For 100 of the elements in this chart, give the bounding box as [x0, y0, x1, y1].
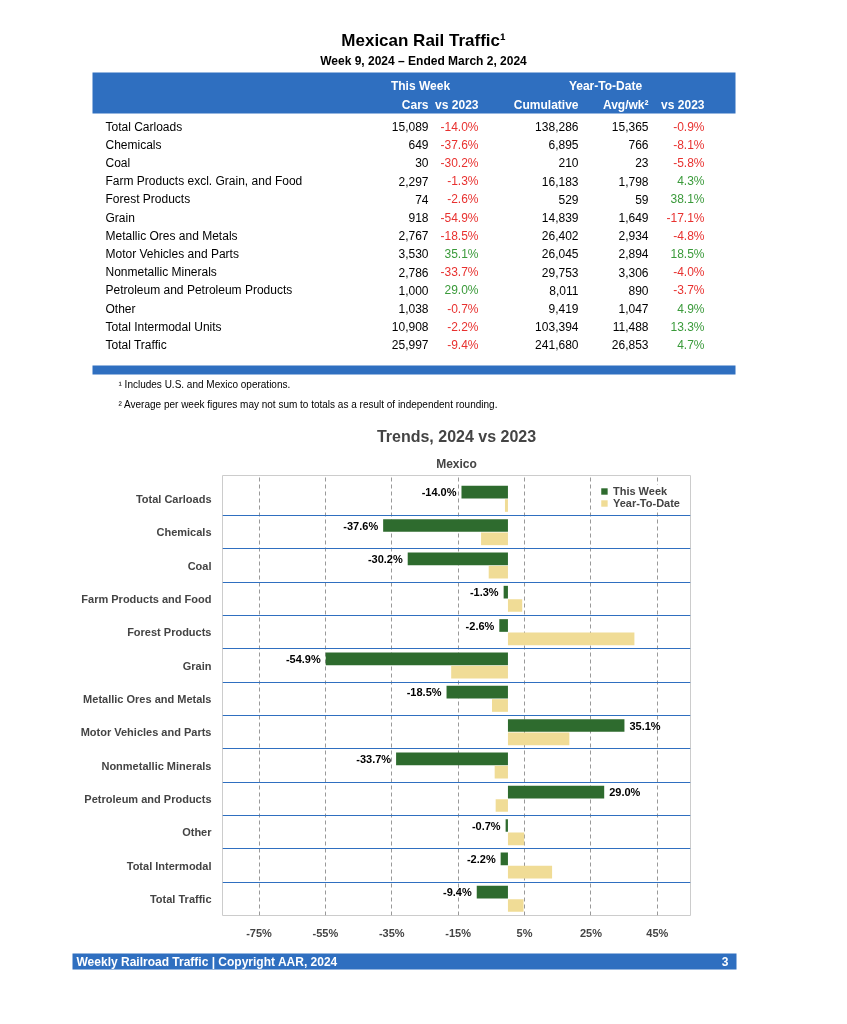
category-label: Coal	[105, 155, 131, 170]
bar	[503, 585, 508, 599]
data-label: 26,045	[541, 247, 579, 262]
data-label: -33.7%	[356, 752, 392, 765]
data-label: -1.3%	[469, 586, 499, 599]
data-label: 59	[635, 192, 649, 207]
category-label: Total Traffic	[105, 337, 167, 352]
data-label: 23	[635, 156, 649, 171]
legend-label: Year-To-Date	[612, 497, 680, 509]
data-label: 103,394	[535, 320, 579, 335]
data-label: -18.5%	[440, 228, 479, 243]
bar	[461, 485, 508, 499]
x-tick-label: -55%	[312, 926, 339, 939]
series-label: Cars	[401, 97, 429, 112]
data-label: -54.9%	[440, 210, 479, 225]
data-label: 26,853	[611, 338, 649, 353]
category-label: Petroleum and Petroleum Products	[105, 283, 293, 298]
data-label: 29.0%	[444, 283, 479, 298]
data-label: -2.6%	[447, 192, 479, 207]
bar	[507, 832, 525, 846]
data-label: 8,011	[549, 283, 579, 298]
y-tick-label: Grain	[182, 659, 212, 672]
data-label: 15,365	[611, 120, 649, 134]
category-label: Farm Products excl. Grain, and Food	[105, 174, 303, 189]
data-label: 2,767	[398, 229, 429, 244]
text: Week 9, 2024 – Ended March 2, 2024	[320, 53, 528, 68]
data-label: 15,089	[391, 120, 429, 134]
data-label: -2.2%	[466, 852, 496, 865]
data-label: -14.0%	[440, 119, 479, 134]
data-label: 1,798	[618, 174, 649, 189]
text: This Week	[390, 78, 451, 93]
data-label: 14,839	[541, 211, 579, 225]
bar	[476, 885, 508, 899]
bar	[495, 799, 508, 812]
data-label: 4.9%	[677, 301, 705, 316]
text: vs 2023	[435, 97, 479, 112]
data-label: 29,753	[541, 265, 579, 280]
y-tick-label: Petroleum and Products	[84, 792, 212, 805]
data-label: 26,402	[541, 229, 579, 244]
data-label: 30	[415, 156, 429, 171]
bar	[504, 499, 508, 512]
bar	[507, 632, 635, 646]
y-tick-label: Coal	[187, 559, 212, 572]
y-tick-label: Farm Products and Food	[81, 592, 212, 605]
bar	[500, 852, 508, 866]
data-label: 918	[408, 211, 429, 225]
chart-subtitle: Mexico	[436, 456, 477, 471]
data-label: 9,419	[548, 302, 579, 316]
data-label: 74	[415, 192, 429, 207]
data-label: -17.1%	[666, 210, 705, 225]
x-tick-label: -15%	[445, 926, 472, 939]
data-label: -2.2%	[447, 319, 479, 334]
data-label: 16,183	[541, 174, 579, 189]
data-label: 649	[408, 138, 429, 153]
y-tick-label: Metallic Ores and Metals	[83, 692, 212, 705]
data-label: 2,297	[398, 174, 429, 189]
data-label: 2,934	[618, 229, 649, 244]
data-label: 4.3%	[677, 174, 705, 189]
bar	[507, 865, 553, 879]
data-label: 29.0%	[609, 786, 641, 799]
data-label: 13.3%	[670, 319, 705, 334]
bar	[407, 552, 508, 566]
data-label: -14.0%	[421, 486, 457, 499]
text: Year-To-Date	[568, 78, 643, 93]
data-label: 890	[628, 283, 649, 298]
data-label: 529	[558, 192, 579, 207]
text: 3	[721, 955, 729, 969]
bar	[494, 765, 508, 779]
data-label: -37.6%	[440, 137, 479, 152]
data-label: 2,894	[618, 247, 649, 262]
bar	[499, 619, 508, 632]
data-label: 18.5%	[670, 246, 705, 261]
text: ² Average per week figures may not sum to totals as a result of independent rounding.	[118, 399, 498, 410]
category-label: Chemicals	[105, 137, 162, 152]
data-label: 4.7%	[677, 337, 705, 352]
data-label: -4.0%	[673, 265, 705, 280]
data-label: 11,488	[612, 320, 649, 335]
bar	[325, 652, 508, 666]
data-label: 25,997	[391, 338, 429, 353]
text: ¹ Includes U.S. and Mexico operations.	[118, 379, 291, 390]
data-label: -33.7%	[440, 265, 479, 280]
legend-label: This Week	[612, 485, 668, 497]
category-label: Grain	[105, 210, 135, 225]
x-tick-label: -75%	[246, 926, 273, 939]
y-tick-label: Other	[182, 826, 213, 839]
x-tick-label: 5%	[516, 926, 533, 939]
bar	[505, 819, 508, 832]
data-label: 1,047	[618, 302, 649, 316]
data-label: -0.9%	[673, 119, 705, 134]
data-label: 10,908	[391, 320, 429, 335]
bar	[481, 532, 508, 546]
data-label: -2.6%	[465, 619, 495, 632]
data-label: 35.1%	[629, 719, 661, 732]
bar	[507, 599, 523, 612]
data-label: 766	[628, 138, 649, 153]
data-label: -18.5%	[406, 686, 442, 699]
category-label: Other	[105, 301, 136, 316]
x-tick-label: 45%	[646, 926, 669, 939]
data-label: -30.2%	[367, 552, 403, 565]
data-label: -30.2%	[440, 155, 479, 170]
